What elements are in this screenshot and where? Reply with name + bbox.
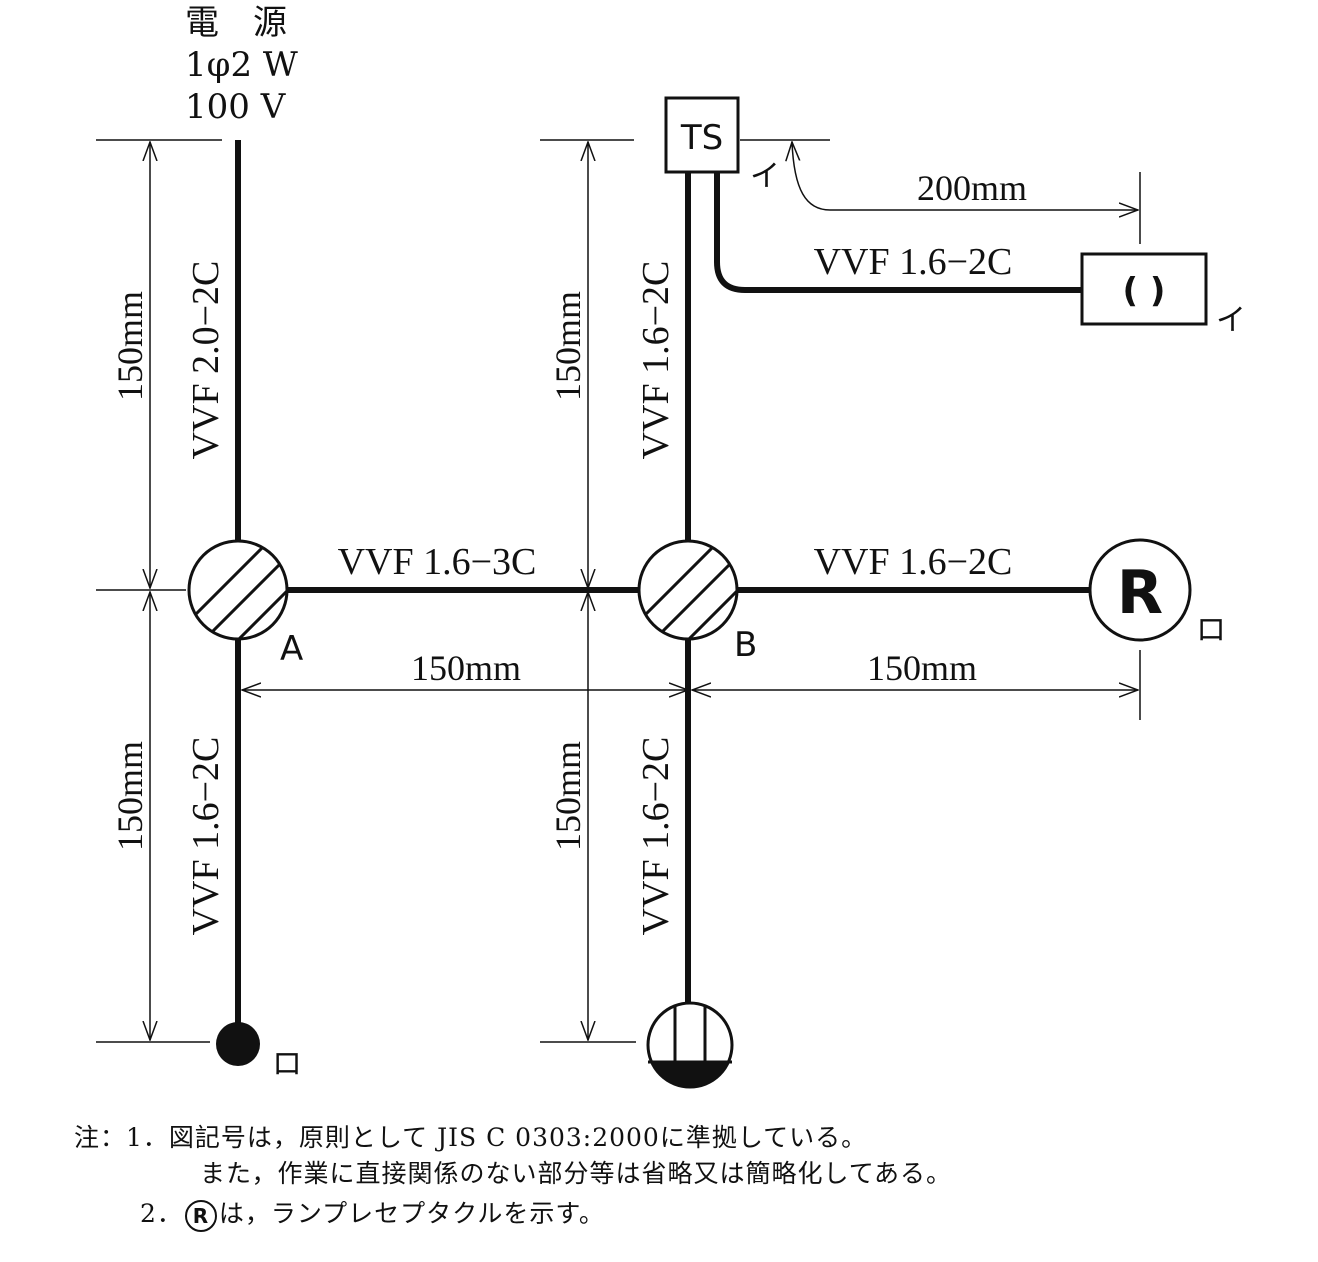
dim-text-left-bottom: 150mm xyxy=(110,741,150,851)
timer-switch-box xyxy=(664,96,740,174)
pilot-lamp-box xyxy=(1080,252,1208,326)
dim-line-ts-pilot xyxy=(792,142,1138,210)
outlet-symbol xyxy=(646,1001,734,1089)
mark-ro-dot: ロ xyxy=(272,1047,302,1082)
dim-text-b-r: 150mm xyxy=(867,648,977,688)
timer-switch-label: TS xyxy=(680,118,723,158)
source-label-line2: 1φ2 W xyxy=(185,45,298,85)
dim-text-left-top: 150mm xyxy=(110,291,150,401)
cable-label-b-ts: VVF 1.6−2C xyxy=(635,261,677,460)
receptacle-r-letter: R xyxy=(1117,558,1163,628)
note-1-line-2: また，作業に直接関係のない部分等は省略又は簡略化してある。 xyxy=(74,1156,952,1192)
note-1-line-1: 注：1．図記号は，原則として JIS C 0303:2000に準拠している。 xyxy=(74,1120,952,1156)
notes: 注：1．図記号は，原則として JIS C 0303:2000に準拠している。 ま… xyxy=(74,1120,952,1232)
dim-text-ts-pilot: 200mm xyxy=(917,168,1027,208)
cable-label-b-r: VVF 1.6−2C xyxy=(814,541,1013,583)
note-2-r-symbol: R xyxy=(184,1199,217,1232)
cable-label-a-b: VVF 1.6−3C xyxy=(338,541,537,583)
cable-label-b-outlet: VVF 1.6−2C xyxy=(635,737,677,936)
mark-i-pilot: イ xyxy=(1216,303,1246,338)
note-1-number: 1． xyxy=(126,1123,169,1152)
junction-box-a xyxy=(187,539,289,641)
note-1-text-2: また，作業に直接関係のない部分等は省略又は簡略化してある。 xyxy=(200,1159,953,1188)
filled-dot-symbol xyxy=(216,1022,260,1066)
dim-text-a-b: 150mm xyxy=(411,648,521,688)
dim-text-mid-top: 150mm xyxy=(548,291,588,401)
junction-a-label: A xyxy=(280,629,303,669)
pilot-lamp-symbol: ( ) xyxy=(1123,271,1166,311)
note-2-text: は，ランプレセプタクルを示す。 xyxy=(218,1199,605,1228)
dim-text-mid-bottom: 150mm xyxy=(548,741,588,851)
cable-label-source-a: VVF 2.0−2C xyxy=(185,261,227,460)
note-2: 2． R は，ランプレセプタクルを示す。 xyxy=(74,1196,952,1232)
mark-ro-r: ロ xyxy=(1196,613,1226,648)
receptacle-r xyxy=(1088,538,1192,642)
junction-box-b xyxy=(637,539,739,641)
note-1-text-1: 図記号は，原則として JIS C 0303:2000に準拠している。 xyxy=(168,1123,868,1152)
wire-ts-pilot xyxy=(714,172,1082,293)
source-label-line3: 100 V xyxy=(185,87,287,127)
wiring-diagram: 電 源 1φ2 W 100 V A xyxy=(96,3,1246,1089)
junction-b-label: B xyxy=(734,625,757,665)
cable-label-a-dot: VVF 1.6−2C xyxy=(185,737,227,936)
source-label-line1: 電 源 xyxy=(185,3,287,43)
note-2-number: 2． xyxy=(140,1199,183,1228)
mark-i-ts: イ xyxy=(750,159,780,194)
notes-prefix: 注： xyxy=(74,1123,127,1152)
cable-label-ts-pilot: VVF 1.6−2C xyxy=(814,241,1013,283)
